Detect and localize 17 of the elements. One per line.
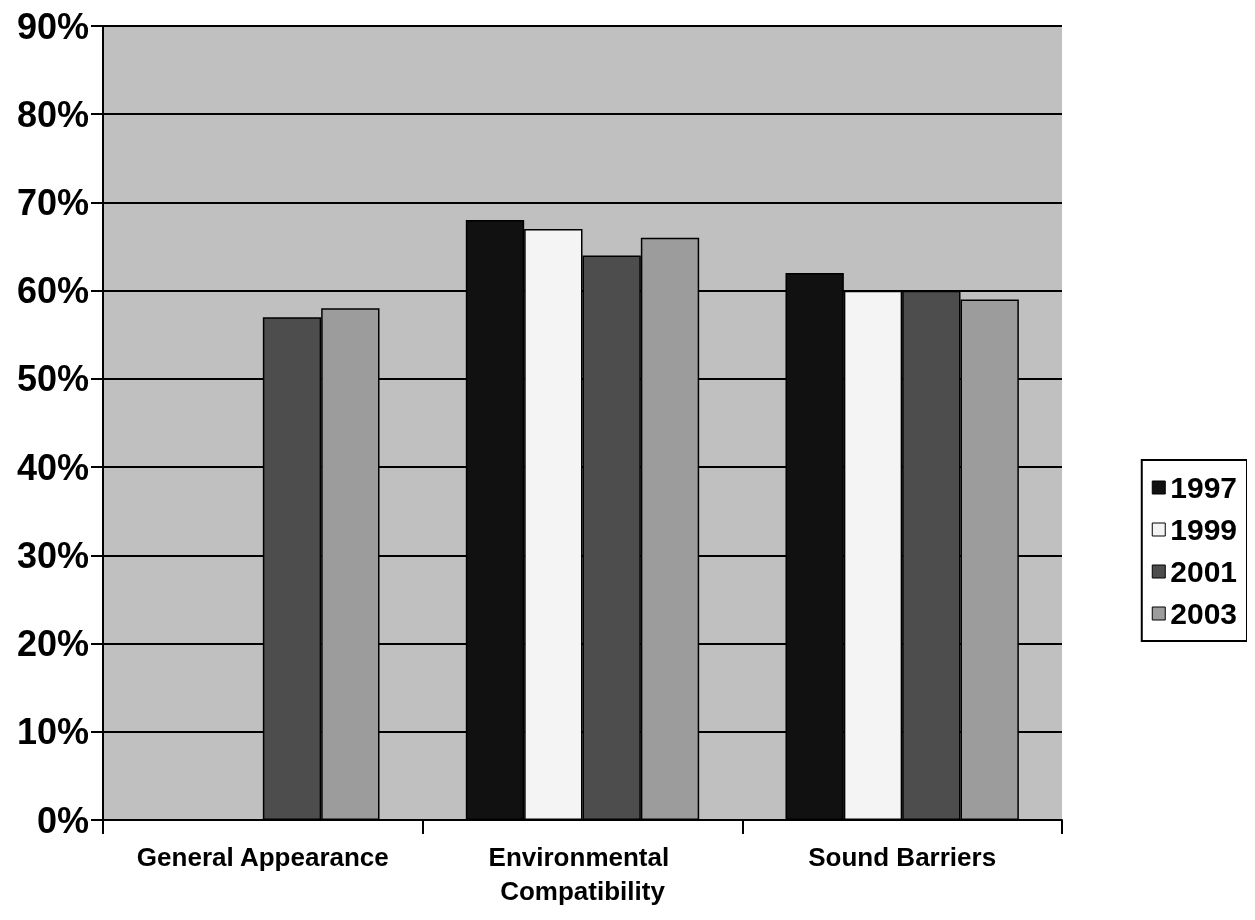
- y-tick-label: 90%: [16, 5, 89, 47]
- legend-label: 1997: [1170, 471, 1238, 504]
- y-tick-label: 0%: [36, 799, 89, 841]
- y-tick-label: 60%: [16, 270, 89, 312]
- x-tick-label: Environmental Compatibility: [488, 842, 677, 906]
- x-tick-label: Sound Barriers: [808, 842, 997, 872]
- y-tick-label: 10%: [16, 711, 89, 753]
- legend-label: 2003: [1170, 597, 1238, 630]
- y-tick-label: 50%: [16, 358, 89, 400]
- y-tick-label: 70%: [16, 181, 89, 223]
- legend-label: 2001: [1170, 555, 1238, 588]
- y-tick-label: 20%: [16, 623, 89, 665]
- y-tick-label: 40%: [16, 446, 89, 488]
- y-tick-label: 30%: [16, 534, 89, 576]
- y-tick-label: 80%: [16, 93, 89, 135]
- x-tick-label: General Appearance: [136, 842, 389, 872]
- legend-label: 1999: [1170, 513, 1238, 546]
